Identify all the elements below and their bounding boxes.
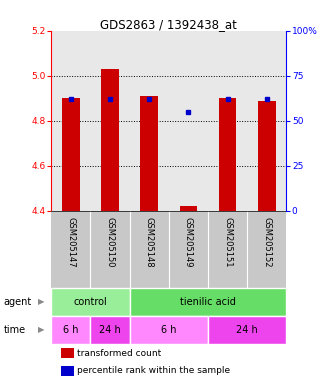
Text: 24 h: 24 h bbox=[99, 325, 121, 335]
Text: 6 h: 6 h bbox=[161, 325, 176, 335]
Title: GDS2863 / 1392438_at: GDS2863 / 1392438_at bbox=[100, 18, 237, 31]
Text: GSM205150: GSM205150 bbox=[106, 217, 115, 268]
Text: ▶: ▶ bbox=[38, 298, 45, 306]
Text: 6 h: 6 h bbox=[63, 325, 79, 335]
Text: time: time bbox=[3, 325, 25, 335]
Bar bbox=[130, 316, 208, 344]
Bar bbox=[180, 206, 197, 211]
Text: agent: agent bbox=[3, 297, 31, 307]
Text: GSM205148: GSM205148 bbox=[145, 217, 154, 268]
Bar bbox=[61, 366, 73, 376]
Text: GSM205152: GSM205152 bbox=[262, 217, 271, 268]
Bar bbox=[62, 98, 80, 211]
Bar bbox=[258, 101, 275, 211]
Text: tienilic acid: tienilic acid bbox=[180, 297, 236, 307]
Text: transformed count: transformed count bbox=[77, 349, 162, 358]
Text: GSM205147: GSM205147 bbox=[67, 217, 75, 268]
Bar bbox=[51, 316, 90, 344]
Bar bbox=[90, 316, 130, 344]
Text: GSM205149: GSM205149 bbox=[184, 217, 193, 268]
Bar bbox=[219, 98, 236, 211]
Bar bbox=[51, 288, 130, 316]
Bar bbox=[101, 69, 119, 211]
Bar bbox=[140, 96, 158, 211]
Text: 24 h: 24 h bbox=[236, 325, 258, 335]
Bar bbox=[208, 316, 286, 344]
Text: percentile rank within the sample: percentile rank within the sample bbox=[77, 366, 230, 375]
Text: ▶: ▶ bbox=[38, 325, 45, 334]
Text: control: control bbox=[73, 297, 107, 307]
Bar bbox=[130, 288, 286, 316]
Text: GSM205151: GSM205151 bbox=[223, 217, 232, 268]
Bar bbox=[61, 348, 73, 358]
